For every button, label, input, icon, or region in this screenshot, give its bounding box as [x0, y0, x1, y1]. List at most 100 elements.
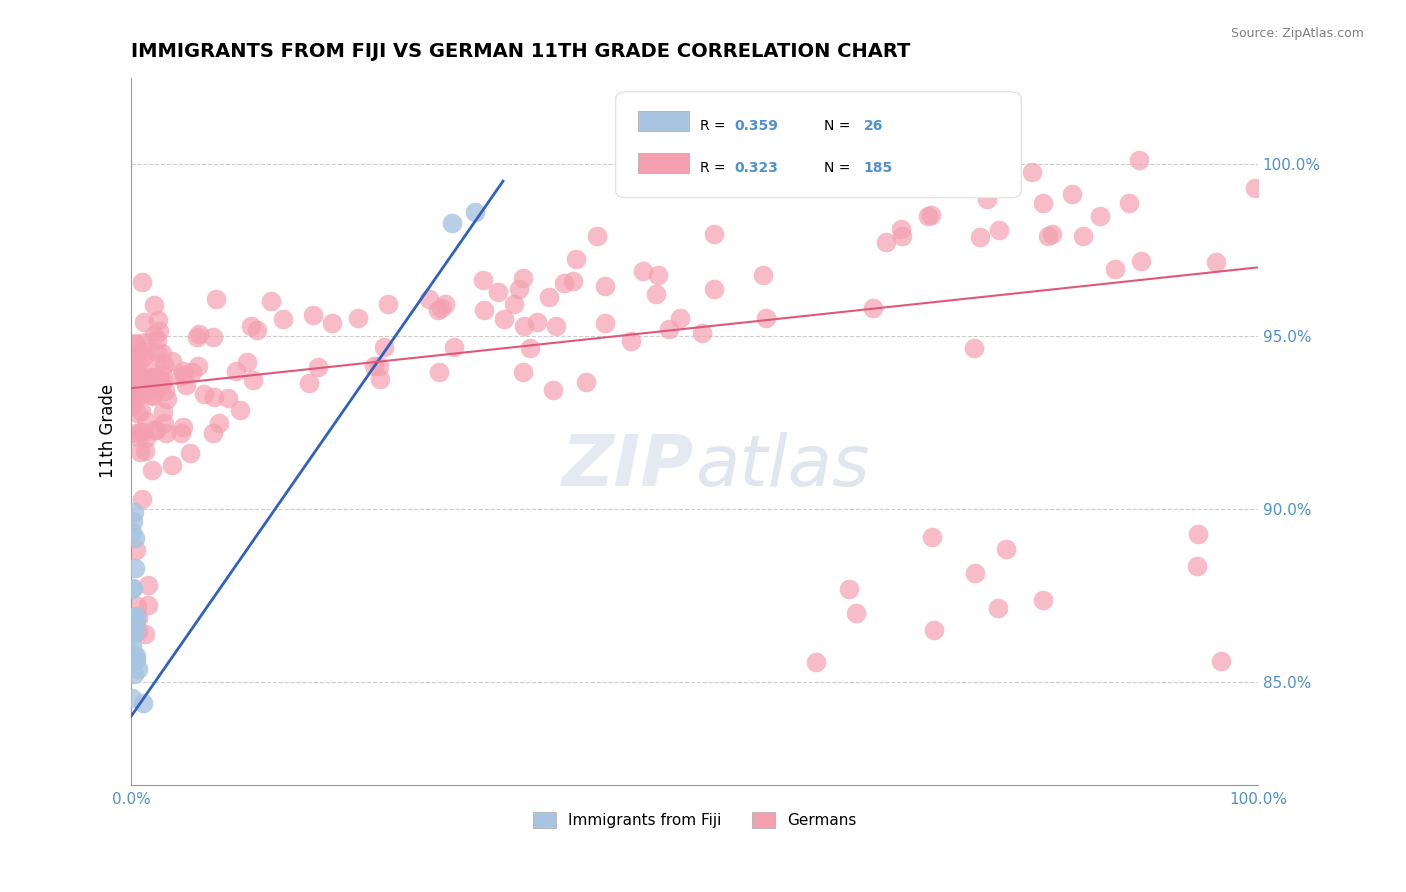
Point: [156, 392, 179, 406]
Point: [875, 235, 897, 249]
Point: [538, 290, 561, 304]
Point: [181, 365, 204, 379]
Point: [122, 358, 145, 372]
Point: [838, 582, 860, 597]
Point: [131, 425, 153, 440]
Point: [806, 656, 828, 670]
Point: [1060, 187, 1083, 202]
Point: [136, 598, 159, 612]
Point: [122, 610, 145, 624]
Point: [1040, 227, 1063, 241]
Point: [430, 301, 453, 315]
Point: [141, 374, 163, 388]
Point: [132, 386, 155, 401]
Point: [132, 349, 155, 363]
Point: [225, 363, 247, 377]
Point: [377, 297, 399, 311]
Point: [135, 414, 157, 428]
Point: [122, 351, 145, 366]
Point: [987, 600, 1010, 615]
Point: [172, 364, 194, 378]
Bar: [638, 153, 689, 173]
Point: [135, 375, 157, 389]
Bar: [638, 111, 689, 130]
Point: [208, 416, 231, 430]
Legend: Immigrants from Fiji, Germans: Immigrants from Fiji, Germans: [527, 805, 862, 834]
Point: [124, 531, 146, 545]
Point: [204, 292, 226, 306]
Point: [131, 404, 153, 418]
Point: [755, 311, 778, 326]
Point: [174, 378, 197, 392]
Point: [121, 368, 143, 383]
Point: [236, 355, 259, 369]
Point: [143, 423, 166, 437]
Point: [127, 624, 149, 638]
Point: [1209, 654, 1232, 668]
Point: [127, 347, 149, 361]
Point: [141, 388, 163, 402]
Point: [179, 446, 201, 460]
Point: [132, 425, 155, 439]
Point: [983, 164, 1005, 178]
Point: [125, 608, 148, 623]
Point: [153, 416, 176, 430]
Point: [146, 313, 169, 327]
Point: [141, 369, 163, 384]
Point: [426, 303, 449, 318]
Point: [127, 406, 149, 420]
Point: [544, 319, 567, 334]
Point: [920, 208, 942, 222]
Point: [562, 274, 585, 288]
Point: [142, 375, 165, 389]
Point: [122, 581, 145, 595]
Text: IMMIGRANTS FROM FIJI VS GERMAN 11TH GRADE CORRELATION CHART: IMMIGRANTS FROM FIJI VS GERMAN 11TH GRAD…: [131, 42, 911, 61]
Point: [260, 294, 283, 309]
Point: [142, 328, 165, 343]
Point: [645, 287, 668, 301]
Point: [703, 282, 725, 296]
Point: [122, 648, 145, 662]
Point: [145, 356, 167, 370]
Point: [668, 310, 690, 325]
Point: [486, 285, 509, 299]
Point: [987, 223, 1010, 237]
Point: [142, 389, 165, 403]
Point: [125, 358, 148, 372]
Point: [217, 391, 239, 405]
Point: [368, 372, 391, 386]
Point: [122, 667, 145, 681]
Point: [131, 491, 153, 506]
Point: [1205, 254, 1227, 268]
Point: [124, 649, 146, 664]
Point: [620, 334, 643, 348]
Point: [145, 424, 167, 438]
Point: [845, 606, 868, 620]
Point: [302, 308, 325, 322]
Point: [976, 192, 998, 206]
Point: [593, 316, 616, 330]
Point: [150, 367, 173, 381]
Point: [146, 333, 169, 347]
Point: [124, 613, 146, 627]
Point: [995, 541, 1018, 556]
Point: [242, 373, 264, 387]
Point: [128, 357, 150, 371]
Text: 185: 185: [863, 161, 893, 175]
Point: [124, 561, 146, 575]
Point: [152, 377, 174, 392]
Point: [890, 222, 912, 236]
Point: [143, 298, 166, 312]
Point: [1032, 592, 1054, 607]
Point: [136, 578, 159, 592]
Point: [121, 399, 143, 413]
Point: [148, 324, 170, 338]
Point: [121, 524, 143, 539]
Point: [1071, 229, 1094, 244]
Point: [1187, 527, 1209, 541]
Point: [121, 639, 143, 653]
Point: [131, 382, 153, 396]
Point: [125, 392, 148, 407]
Point: [122, 624, 145, 639]
Point: [202, 390, 225, 404]
